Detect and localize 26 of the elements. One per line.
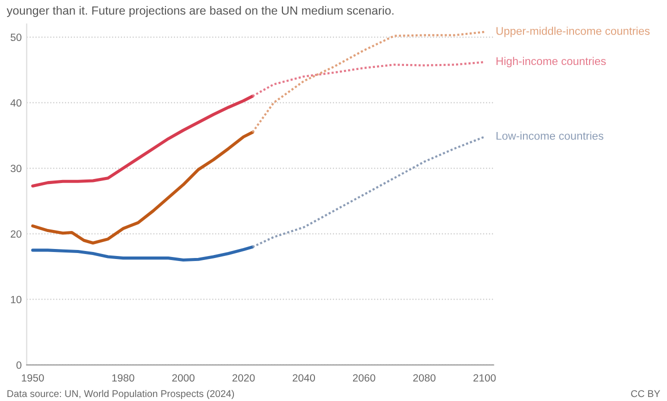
line-series xyxy=(252,61,486,98)
x-tick-label: 1980 xyxy=(112,374,134,382)
series-label: Low-income countries xyxy=(496,132,604,140)
source-note: Data source: UN, World Population Prospects (2024) xyxy=(7,390,234,400)
y-tick-label: 30 xyxy=(10,164,22,172)
chart-subtitle: younger than it. Future projections are based on the UN medium scenario. xyxy=(6,6,394,18)
x-tick-label: 2020 xyxy=(232,374,255,382)
series-label: Upper-middle-income countries xyxy=(496,26,650,38)
y-tick-label: 40 xyxy=(10,99,22,107)
line-series xyxy=(252,30,486,134)
x-tick-label: 2080 xyxy=(413,374,436,382)
y-tick-label: 0 xyxy=(16,361,22,369)
y-tick-label: 50 xyxy=(10,34,22,42)
y-tick-label: 20 xyxy=(10,230,22,238)
y-tick-label: 10 xyxy=(11,296,22,304)
x-tick-label: 2060 xyxy=(352,374,376,382)
line-series xyxy=(31,245,254,262)
text: CC BY xyxy=(631,390,660,398)
line-series xyxy=(252,136,486,248)
x-tick-label: 2000 xyxy=(172,374,194,382)
x-tick-label: 1950 xyxy=(22,374,44,382)
line-series xyxy=(31,130,254,245)
series-label: High-income countries xyxy=(496,56,606,68)
line-series xyxy=(31,94,254,188)
x-tick-label: 2100 xyxy=(473,374,496,382)
x-tick-label: 2040 xyxy=(292,374,315,382)
